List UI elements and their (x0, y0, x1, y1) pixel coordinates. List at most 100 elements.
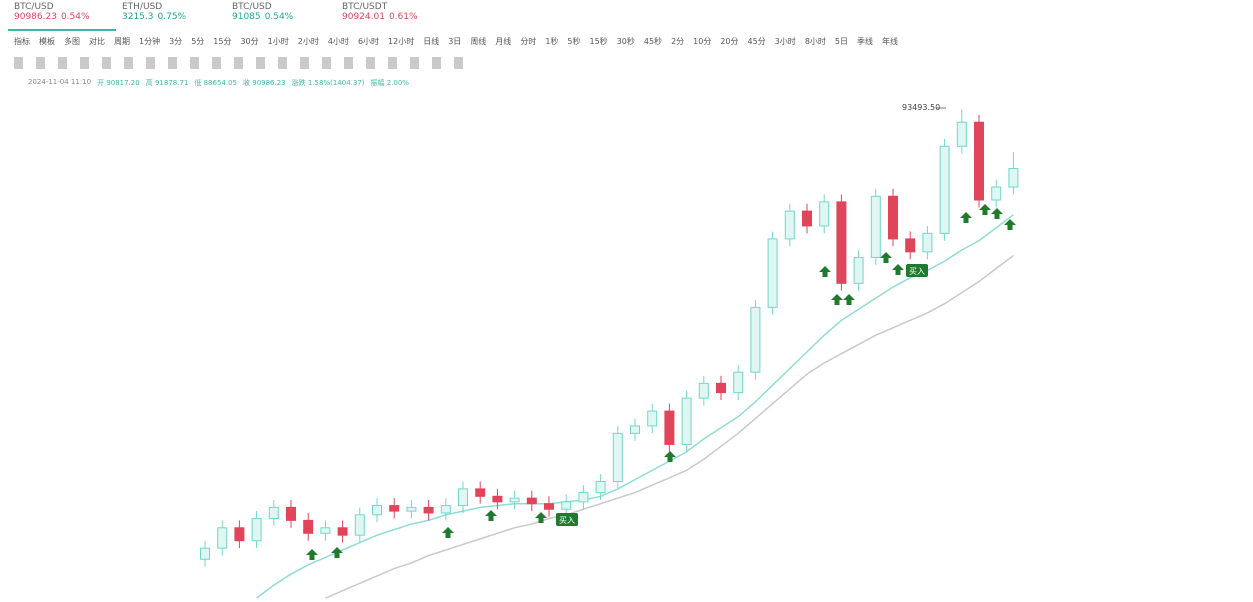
candle-body (200, 547, 210, 560)
toolbar-item[interactable]: 对比 (89, 37, 105, 46)
toolbar-item[interactable]: 15分 (213, 37, 232, 46)
buy-arrow (880, 252, 892, 263)
toolbar-item[interactable]: 45秒 (643, 37, 663, 46)
candle-body (956, 121, 967, 147)
toolbar-item[interactable]: 3小时 (774, 37, 796, 46)
toolbar-item[interactable]: 分时 (520, 37, 537, 46)
toolbar-item[interactable]: 年线 (882, 37, 898, 46)
toolbar-item[interactable]: 3日 (448, 37, 462, 46)
toolbar-item[interactable]: 5秒 (567, 37, 581, 46)
toolbar-area: BTC/USD 90986.23 0.54% ETH/USD 3215.3 0.75% BT… (0, 0, 1253, 100)
toolbar-item[interactable]: 30分 (240, 37, 259, 46)
info-item: 高 91878.71 (145, 79, 189, 87)
candle-body (561, 501, 572, 510)
candle-body (750, 306, 761, 373)
buy-arrow (819, 266, 831, 277)
max-label: 93493.50 (902, 103, 940, 112)
candle-body (647, 410, 658, 427)
buy-arrow (331, 547, 343, 558)
tab-symbol[interactable]: BTC/USD (14, 2, 54, 12)
toolbar-item[interactable]: 45分 (747, 37, 766, 46)
candle-body (664, 410, 675, 445)
tab-change[interactable]: 0.75% (157, 12, 187, 22)
toolbar-item[interactable]: 月线 (495, 37, 512, 46)
tab-price[interactable]: 90924.01 (342, 12, 385, 22)
candle-body (303, 519, 314, 534)
buy-arrow (1004, 219, 1016, 230)
candle-body (372, 505, 382, 516)
tab[interactable]: BTC/USD 91085 0.54% (232, 2, 293, 30)
active-tab-underline (8, 29, 116, 31)
candle-body (733, 371, 744, 394)
signal-badge (906, 264, 928, 277)
toolbar-item[interactable]: 12小时 (388, 37, 415, 46)
toolbar-item[interactable]: 10分 (693, 37, 712, 46)
tab-change[interactable]: 0.54% (264, 12, 294, 22)
candle-body (939, 145, 950, 234)
toolbar-item[interactable]: 周线 (470, 37, 487, 46)
candle-body (974, 121, 984, 201)
toolbar-item[interactable]: 15秒 (589, 37, 608, 46)
buy-arrow (979, 204, 991, 215)
candle-body (802, 210, 812, 227)
tab-symbol[interactable]: BTC/USDT (342, 2, 388, 12)
toolbar-item[interactable]: 多图 (64, 37, 80, 46)
toolbar-item[interactable]: 2分 (671, 37, 685, 46)
toolbar-item[interactable]: 5分 (191, 37, 205, 46)
buy-arrow (664, 451, 676, 462)
toolbar-item[interactable]: 30秒 (616, 37, 635, 46)
toolbar-item[interactable]: 6小时 (357, 37, 380, 46)
candle-body (217, 527, 228, 549)
tab-symbol[interactable]: ETH/USD (122, 2, 163, 12)
info-item: 低 88654.05 (194, 79, 238, 87)
toolbar-item[interactable]: 4小时 (327, 37, 349, 46)
candle-body (870, 195, 881, 258)
tab-price[interactable]: 90986.23 (14, 12, 57, 22)
candle-body (354, 514, 365, 536)
candle-body (268, 506, 279, 520)
toolbar-item[interactable]: 1小时 (267, 37, 289, 46)
info-item: 收 90986.23 (243, 79, 286, 87)
toolbar-item[interactable]: 1分钟 (139, 37, 161, 46)
toolbar-item[interactable]: 1秒 (545, 37, 559, 46)
candle-body (509, 497, 520, 503)
tab-price[interactable]: 91085 (232, 12, 261, 22)
candle-body (922, 232, 933, 253)
candle-body (492, 495, 503, 503)
buy-arrow (960, 212, 972, 223)
tab-change[interactable]: 0.61% (388, 12, 418, 22)
toolbar-item[interactable]: 3分 (169, 37, 183, 46)
buy-arrow (442, 527, 454, 538)
tab-quote: 90924.01 0.61% (342, 12, 418, 22)
toolbar-item[interactable]: 日线 (423, 37, 440, 46)
tab-change[interactable]: 0.54% (60, 12, 90, 22)
toolbar-item[interactable]: 8小时 (804, 37, 826, 46)
candle-body (406, 506, 417, 512)
toolbar-icons (14, 57, 474, 69)
tab[interactable]: BTC/USD 90986.23 0.54% (14, 2, 90, 30)
toolbar-item[interactable]: 5日 (834, 37, 848, 46)
candle-body (612, 432, 623, 482)
tab[interactable]: BTC/USDT 90924.01 0.61% (342, 2, 418, 30)
toolbar-item[interactable]: 季线 (857, 37, 873, 46)
candle-body (251, 518, 262, 542)
toolbar-item[interactable]: 2小时 (297, 37, 319, 46)
toolbar-item[interactable]: 指标 (14, 37, 30, 46)
tab-price[interactable]: 3215.3 (122, 12, 154, 22)
toolbar-item[interactable]: 20分 (720, 37, 739, 46)
candle-body (458, 488, 468, 507)
tab[interactable]: ETH/USD 3215.3 0.75% (122, 2, 186, 30)
toolbar-item[interactable]: 模板 (39, 37, 55, 46)
toolbar-item[interactable]: 周期 (114, 37, 130, 46)
candle-body (286, 506, 296, 521)
candle-body (836, 201, 847, 284)
candle-body (767, 238, 778, 308)
candle-body (905, 238, 916, 253)
buy-arrow (485, 510, 497, 521)
candle-body (888, 195, 898, 240)
tab-symbol[interactable]: BTC/USD (232, 2, 272, 12)
info-item: 开 90817.20 (97, 79, 140, 87)
